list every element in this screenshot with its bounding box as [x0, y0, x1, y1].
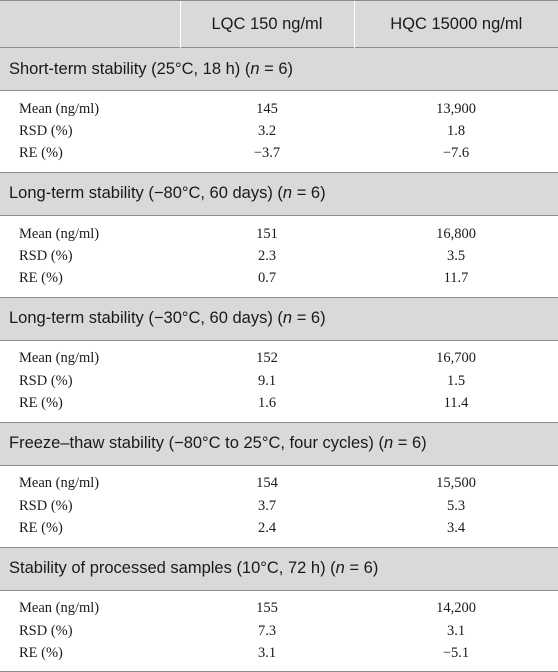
table-row: Mean (ng/ml) 152 16,700 — [0, 340, 558, 370]
row-label: Mean (ng/ml) — [19, 475, 100, 492]
row-label: RSD (%) — [19, 622, 73, 639]
lqc-value: 9.1 — [257, 372, 277, 389]
table-row: RE (%) −3.7 −7.6 — [0, 143, 558, 173]
hqc-value: 15,500 — [436, 475, 476, 492]
row-label: RE (%) — [19, 145, 63, 162]
table-row: Mean (ng/ml) 145 13,900 — [0, 91, 558, 121]
hqc-value: 3.4 — [446, 519, 466, 536]
lqc-value: 0.7 — [257, 270, 277, 287]
lqc-value: 2.4 — [257, 519, 277, 536]
hqc-value: 3.1 — [446, 622, 466, 639]
hqc-value: −7.6 — [442, 145, 470, 162]
hqc-value: 3.5 — [446, 247, 466, 264]
header-lqc: LQC 150 ng/ml — [179, 0, 354, 48]
section-long-term-30: Long-term stability (−30°C, 60 days) (n … — [0, 296, 558, 422]
lqc-value: 152 — [256, 350, 278, 367]
row-label: RE (%) — [0, 642, 180, 672]
table-row: RSD (%) 3.2 1.8 — [0, 120, 558, 142]
row-label: Mean (ng/ml) — [19, 225, 100, 242]
row-label: Mean (ng/ml) — [19, 100, 100, 117]
row-label: RSD (%) — [19, 247, 73, 264]
section-short-term: Short-term stability (25°C, 18 h) (n = 6… — [0, 47, 558, 173]
section-header-row: Freeze–thaw stability (−80°C to 25°C, fo… — [0, 421, 558, 466]
lqc-value: 2.3 — [257, 247, 277, 264]
row-label: RE (%) — [19, 395, 63, 412]
hqc-value: 1.5 — [446, 372, 466, 389]
header-blank — [0, 0, 180, 48]
lqc-value: 3.7 — [257, 497, 277, 514]
section-title: Long-term stability (−30°C, 60 days) (n … — [0, 296, 558, 341]
hqc-value: −5.1 — [354, 642, 558, 672]
row-label: Mean (ng/ml) — [19, 600, 100, 617]
lqc-value: −3.7 — [253, 145, 281, 162]
section-title: Stability of processed samples (10°C, 72… — [0, 546, 558, 591]
hqc-value: 1.8 — [446, 122, 466, 139]
hqc-value: 13,900 — [436, 100, 476, 117]
lqc-value: 154 — [256, 475, 278, 492]
table-row: RE (%) 1.6 11.4 — [0, 392, 558, 422]
section-header-row: Long-term stability (−80°C, 60 days) (n … — [0, 171, 558, 216]
table-row: RE (%) 0.7 11.7 — [0, 267, 558, 297]
table-row: RE (%) 2.4 3.4 — [0, 517, 558, 547]
row-label: RE (%) — [19, 519, 63, 536]
table-row: RSD (%) 3.7 5.3 — [0, 495, 558, 517]
section-title: Freeze–thaw stability (−80°C to 25°C, fo… — [0, 421, 558, 466]
lqc-value: 3.1 — [180, 642, 354, 672]
section-freeze-thaw: Freeze–thaw stability (−80°C to 25°C, fo… — [0, 421, 558, 547]
hqc-value: 11.4 — [443, 395, 469, 412]
lqc-value: 145 — [256, 100, 278, 117]
hqc-value: 16,700 — [436, 350, 476, 367]
section-long-term-80: Long-term stability (−80°C, 60 days) (n … — [0, 171, 558, 297]
row-label: Mean (ng/ml) — [19, 350, 100, 367]
table-row: RSD (%) 7.3 3.1 — [0, 620, 558, 642]
table-row: Mean (ng/ml) 155 14,200 — [0, 590, 558, 620]
table-row: RE (%) 3.1 −5.1 — [0, 642, 558, 672]
lqc-value: 3.2 — [257, 122, 277, 139]
hqc-value: 14,200 — [436, 600, 476, 617]
header-hqc: HQC 15000 ng/ml — [353, 0, 558, 48]
hqc-value: 11.7 — [443, 270, 469, 287]
table-row: Mean (ng/ml) 154 15,500 — [0, 465, 558, 495]
lqc-value: 1.6 — [257, 395, 277, 412]
table-row: RSD (%) 9.1 1.5 — [0, 370, 558, 392]
table-row: RSD (%) 2.3 3.5 — [0, 245, 558, 267]
section-header-row: Long-term stability (−30°C, 60 days) (n … — [0, 296, 558, 341]
lqc-value: 151 — [256, 225, 278, 242]
section-header-row: Stability of processed samples (10°C, 72… — [0, 546, 558, 591]
row-label: RSD (%) — [19, 497, 73, 514]
lqc-value: 155 — [256, 600, 278, 617]
row-label: RSD (%) — [19, 122, 73, 139]
lqc-value: 7.3 — [257, 622, 277, 639]
section-processed-samples: Stability of processed samples (10°C, 72… — [0, 546, 558, 672]
section-title: Long-term stability (−80°C, 60 days) (n … — [0, 171, 558, 216]
table-row: Mean (ng/ml) 151 16,800 — [0, 215, 558, 245]
hqc-value: 5.3 — [446, 497, 466, 514]
header-row: LQC 150 ng/ml HQC 15000 ng/ml — [0, 0, 558, 48]
section-title: Short-term stability (25°C, 18 h) (n = 6… — [0, 47, 558, 91]
section-header-row: Short-term stability (25°C, 18 h) (n = 6… — [0, 47, 558, 91]
row-label: RSD (%) — [19, 372, 73, 389]
hqc-value: 16,800 — [436, 225, 476, 242]
row-label: RE (%) — [19, 270, 63, 287]
